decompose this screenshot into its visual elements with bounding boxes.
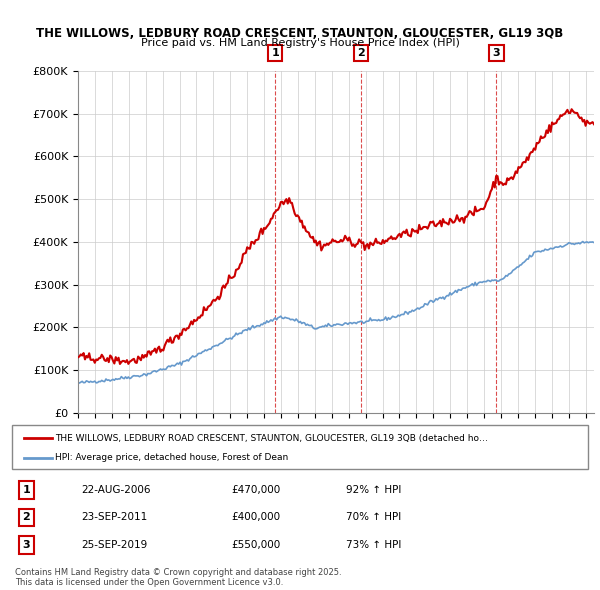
Text: 70% ↑ HPI: 70% ↑ HPI [346, 513, 401, 522]
Text: 2: 2 [23, 513, 30, 522]
Text: THE WILLOWS, LEDBURY ROAD CRESCENT, STAUNTON, GLOUCESTER, GL19 3QB (detached ho…: THE WILLOWS, LEDBURY ROAD CRESCENT, STAU… [55, 434, 488, 442]
Text: THE WILLOWS, LEDBURY ROAD CRESCENT, STAUNTON, GLOUCESTER, GL19 3QB: THE WILLOWS, LEDBURY ROAD CRESCENT, STAU… [37, 27, 563, 40]
Text: 2: 2 [357, 48, 365, 58]
Text: 92% ↑ HPI: 92% ↑ HPI [346, 485, 401, 495]
Text: 3: 3 [493, 48, 500, 58]
Text: 25-SEP-2019: 25-SEP-2019 [81, 540, 148, 550]
Text: 73% ↑ HPI: 73% ↑ HPI [346, 540, 401, 550]
Text: 1: 1 [271, 48, 279, 58]
Text: 1: 1 [23, 485, 30, 495]
Text: £400,000: £400,000 [231, 513, 280, 522]
Text: 22-AUG-2006: 22-AUG-2006 [81, 485, 151, 495]
Text: Price paid vs. HM Land Registry's House Price Index (HPI): Price paid vs. HM Land Registry's House … [140, 38, 460, 48]
Text: 23-SEP-2011: 23-SEP-2011 [81, 513, 148, 522]
Text: Contains HM Land Registry data © Crown copyright and database right 2025.
This d: Contains HM Land Registry data © Crown c… [15, 568, 341, 587]
FancyBboxPatch shape [12, 425, 588, 469]
Text: HPI: Average price, detached house, Forest of Dean: HPI: Average price, detached house, Fore… [55, 454, 289, 463]
Text: £550,000: £550,000 [231, 540, 280, 550]
Text: £470,000: £470,000 [231, 485, 280, 495]
Text: 3: 3 [23, 540, 30, 550]
